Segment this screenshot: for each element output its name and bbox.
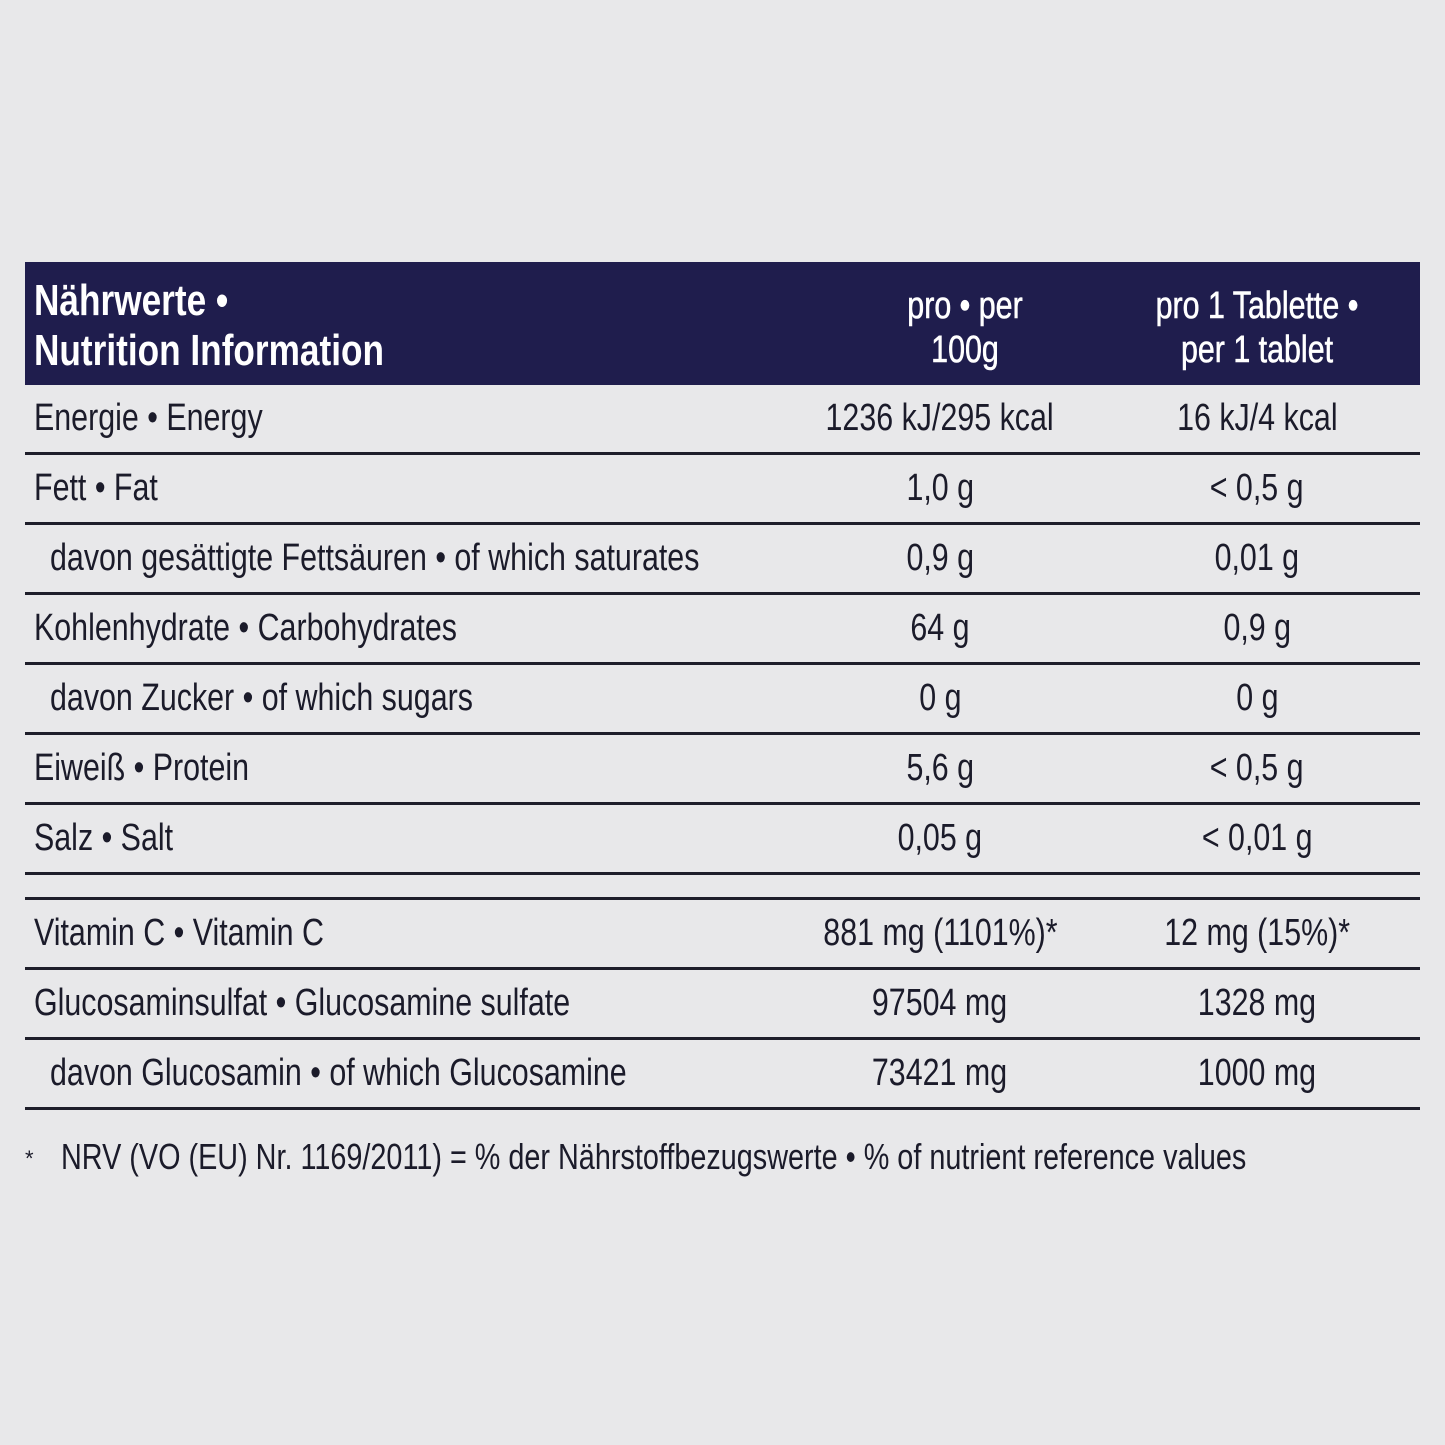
col-header-line: pro 1 Tablette • xyxy=(1155,285,1359,328)
cell-text: 0 g xyxy=(918,677,962,719)
nutrient-value: 881 mg (1101%)* xyxy=(815,900,1065,967)
table-row: Fett • Fat 1,0 g < 0,5 g xyxy=(25,455,1420,525)
nutrient-value: < 0,5 g xyxy=(1132,735,1382,802)
col-header-line: 100g xyxy=(931,329,999,372)
cell-text: 0,9 g xyxy=(906,537,974,579)
title-line: Nährwerte • xyxy=(34,276,229,325)
rows: Vitamin C • Vitamin C 881 mg (1101%)* 12 m… xyxy=(25,900,1420,1110)
cell-text: davon Glucosamin • of which Glucosamine xyxy=(50,1052,627,1094)
cell-text: 12 mg (15%)* xyxy=(1164,912,1350,954)
nutrient-value: < 0,5 g xyxy=(1132,455,1382,522)
nutrient-value: 16 kJ/4 kcal xyxy=(1132,385,1382,452)
cell-text: 0,9 g xyxy=(1223,607,1291,649)
table-row: Glucosaminsulfat • Glucosamine sulfate 97… xyxy=(25,970,1420,1040)
nutrient-label: Glucosaminsulfat • Glucosamine sulfate xyxy=(34,970,704,1037)
nutrient-label: Fett • Fat xyxy=(34,455,189,522)
title-line: Nutrition Information xyxy=(34,326,384,375)
separator xyxy=(25,875,1420,900)
nutrient-value: 1328 mg xyxy=(1132,970,1382,1037)
cell-text: 64 g xyxy=(910,607,970,649)
nutrient-label: Vitamin C • Vitamin C xyxy=(34,900,396,967)
footnote-text: NRV (VO (EU) Nr. 1169/2011) = % der Nähr… xyxy=(61,1136,1247,1177)
nutrient-label: Energie • Energy xyxy=(34,385,320,452)
cell-text: Glucosaminsulfat • Glucosamine sulfate xyxy=(34,982,571,1024)
nutrient-value: 64 g xyxy=(815,595,1065,662)
cell-text: davon Zucker • of which sugars xyxy=(50,677,473,719)
nutrient-label: Salz • Salt xyxy=(34,805,208,872)
table-row: Energie • Energy 1236 kJ/295 kcal 16 kJ/4 … xyxy=(25,385,1420,455)
table-row: Kohlenhydrate • Carbohydrates 64 g 0,9 g xyxy=(25,595,1420,665)
nutrient-label: davon gesättigte Fettsäuren • of which s… xyxy=(50,525,862,592)
cell-text: Energie • Energy xyxy=(34,397,263,439)
cell-text: Salz • Salt xyxy=(34,817,174,859)
col-header-line: per 1 tablet xyxy=(1180,329,1334,372)
nutrient-value: 12 mg (15%)* xyxy=(1132,900,1382,967)
cell-text: 97504 mg xyxy=(872,982,1008,1024)
nutrient-value: 73421 mg xyxy=(815,1040,1065,1107)
cell-text: 73421 mg xyxy=(872,1052,1008,1094)
table-row: davon Glucosamin • of which Glucosamine 7… xyxy=(25,1040,1420,1110)
nutrient-value: 97504 mg xyxy=(815,970,1065,1037)
col-header-line: pro • per xyxy=(907,285,1023,328)
nutrient-value: 0 g xyxy=(1132,665,1382,732)
cell-text: Eiweiß • Protein xyxy=(34,747,250,789)
nutrient-value: 0,9 g xyxy=(815,525,1065,592)
nutrient-value: 0,9 g xyxy=(1132,595,1382,662)
cell-text: < 0,01 g xyxy=(1201,817,1313,859)
cell-text: 16 kJ/4 kcal xyxy=(1176,397,1338,439)
table-row: Vitamin C • Vitamin C 881 mg (1101%)* 12 m… xyxy=(25,900,1420,970)
cell-text: 0 g xyxy=(1235,677,1279,719)
table-row: davon gesättigte Fettsäuren • of which s… xyxy=(25,525,1420,595)
nutrient-label: Eiweiß • Protein xyxy=(34,735,303,802)
cell-text: 0,01 g xyxy=(1214,537,1300,579)
nutrient-value: 1236 kJ/295 kcal xyxy=(815,385,1065,452)
col-header: pro • per 100g xyxy=(845,284,1085,372)
nutrient-label: davon Glucosamin • of which Glucosamine xyxy=(50,1040,771,1107)
header-title: Nährwerte • Nutrition Information xyxy=(34,276,472,376)
cell-text: Vitamin C • Vitamin C xyxy=(34,912,324,954)
cell-text: Kohlenhydrate • Carbohydrates xyxy=(34,607,457,649)
table-row: Eiweiß • Protein 5,6 g < 0,5 g xyxy=(25,735,1420,805)
cell-text: 5,6 g xyxy=(906,747,974,789)
cell-text: 0,05 g xyxy=(897,817,983,859)
cell-text: 1000 mg xyxy=(1197,1052,1317,1094)
table-row: davon Zucker • of which sugars 0 g 0 g xyxy=(25,665,1420,735)
cell-text: Fett • Fat xyxy=(34,467,158,509)
cell-text: davon gesättigte Fettsäuren • of which s… xyxy=(50,537,700,579)
nutrient-value: 1,0 g xyxy=(815,455,1065,522)
nutrient-value: 1000 mg xyxy=(1132,1040,1382,1107)
nutrient-value: < 0,01 g xyxy=(1132,805,1382,872)
nutrient-value: 5,6 g xyxy=(815,735,1065,802)
rows: Energie • Energy 1236 kJ/295 kcal 16 kJ/4 … xyxy=(25,385,1420,875)
footnote-mark: * xyxy=(25,1146,34,1171)
nutrient-label: Kohlenhydrate • Carbohydrates xyxy=(34,595,563,662)
nutrition-table: Nährwerte • Nutrition Information pro • p… xyxy=(25,262,1420,1110)
nutrient-value: 0,05 g xyxy=(815,805,1065,872)
table-header: Nährwerte • Nutrition Information pro • p… xyxy=(25,262,1420,385)
cell-text: 1236 kJ/295 kcal xyxy=(825,397,1055,439)
nutrient-label: davon Zucker • of which sugars xyxy=(50,665,579,732)
nutrient-value: 0,01 g xyxy=(1132,525,1382,592)
cell-text: 1,0 g xyxy=(906,467,974,509)
cell-text: < 0,5 g xyxy=(1210,467,1304,509)
cell-text: 1328 mg xyxy=(1197,982,1317,1024)
cell-text: 881 mg (1101%)* xyxy=(822,912,1058,954)
table-row: Salz • Salt 0,05 g < 0,01 g xyxy=(25,805,1420,875)
nutrient-value: 0 g xyxy=(815,665,1065,732)
col-header: pro 1 Tablette • per 1 tablet xyxy=(1137,284,1377,372)
cell-text: < 0,5 g xyxy=(1210,747,1304,789)
